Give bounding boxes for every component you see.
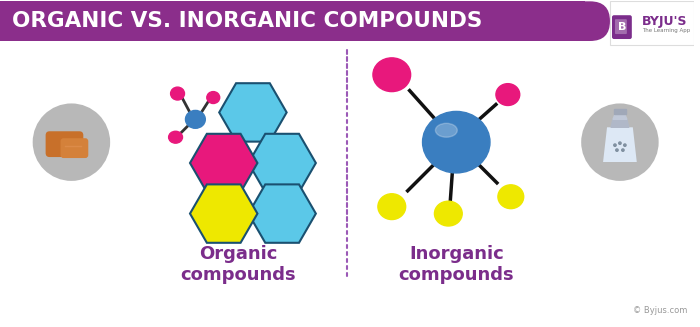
FancyBboxPatch shape [60,138,88,158]
FancyBboxPatch shape [46,131,83,157]
Ellipse shape [373,58,411,92]
Text: B: B [617,22,626,32]
Text: © Byjus.com: © Byjus.com [633,306,687,315]
Ellipse shape [423,112,490,173]
Text: Organic
compounds: Organic compounds [180,245,296,284]
Circle shape [622,149,624,151]
Ellipse shape [206,92,220,103]
Ellipse shape [435,201,462,226]
Ellipse shape [171,87,185,100]
Circle shape [619,142,621,144]
Bar [610,1,694,45]
Polygon shape [190,184,258,243]
Ellipse shape [496,84,519,106]
FancyBboxPatch shape [615,19,627,34]
Polygon shape [611,119,629,127]
FancyBboxPatch shape [555,1,610,41]
Bar [0,1,585,41]
Polygon shape [614,110,626,114]
Ellipse shape [498,185,524,209]
Ellipse shape [378,194,406,219]
Text: BYJU'S: BYJU'S [642,15,687,28]
Text: Inorganic
compounds: Inorganic compounds [398,245,514,284]
Ellipse shape [435,123,457,137]
Ellipse shape [186,111,205,128]
Circle shape [34,105,109,180]
Ellipse shape [169,131,183,143]
Text: The Learning App: The Learning App [642,27,690,33]
Polygon shape [603,127,637,162]
FancyBboxPatch shape [612,15,632,39]
Circle shape [582,105,657,180]
Polygon shape [248,184,316,243]
Polygon shape [219,83,287,142]
Circle shape [614,144,616,146]
Polygon shape [613,114,627,119]
Circle shape [624,144,626,146]
Polygon shape [248,134,316,192]
Polygon shape [190,134,258,192]
Circle shape [616,149,618,151]
Text: ORGANIC VS. INORGANIC COMPOUNDS: ORGANIC VS. INORGANIC COMPOUNDS [12,11,482,31]
